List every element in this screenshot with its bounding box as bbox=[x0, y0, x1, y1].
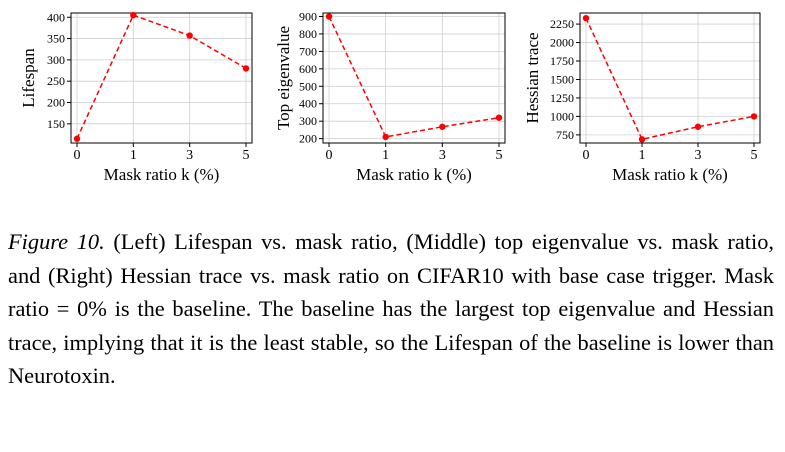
figure-caption: Figure 10. (Left) Lifespan vs. mask rati… bbox=[8, 225, 774, 393]
y-tick-label: 600 bbox=[299, 62, 317, 76]
y-tick-label: 250 bbox=[47, 74, 65, 88]
x-tick-label: 5 bbox=[496, 148, 503, 163]
y-tick-label: 1750 bbox=[550, 54, 574, 68]
x-tick-label: 1 bbox=[130, 148, 137, 163]
y-tick-label: 750 bbox=[556, 128, 574, 142]
data-point bbox=[694, 123, 702, 130]
y-tick-label: 700 bbox=[299, 44, 317, 58]
series-line bbox=[76, 14, 247, 140]
plot-frame bbox=[322, 12, 506, 144]
x-tick-label: 0 bbox=[326, 148, 333, 163]
data-point bbox=[439, 123, 446, 130]
x-tick-label: 3 bbox=[695, 148, 702, 163]
data-point bbox=[73, 135, 81, 142]
x-tick-label: 1 bbox=[639, 148, 646, 163]
y-tick-label: 300 bbox=[299, 114, 317, 128]
x-tick-label: 3 bbox=[186, 148, 193, 163]
plot-frame bbox=[70, 12, 253, 144]
chart-2: 200 300 400 500 600 700 800 900 0 1 3 5 Mask ratio k… bbox=[274, 9, 506, 184]
x-axis-label: Mask ratio k (%) bbox=[104, 165, 220, 184]
y-tick-label: 1250 bbox=[550, 91, 574, 105]
y-tick-label: 350 bbox=[47, 32, 65, 46]
x-tick-label: 0 bbox=[74, 148, 81, 163]
series-line bbox=[585, 17, 755, 141]
data-point bbox=[638, 136, 646, 143]
data-point bbox=[242, 65, 250, 72]
x-tick-label: 0 bbox=[583, 148, 590, 163]
data-point bbox=[325, 13, 333, 20]
y-tick-label: 800 bbox=[299, 27, 317, 41]
data-point bbox=[750, 113, 758, 120]
x-tick-label: 5 bbox=[751, 148, 758, 163]
data-point bbox=[130, 11, 137, 19]
chart-1: 150 200 250 300 350 400 0 1 3 5 Mask ratio k (%) Li… bbox=[19, 10, 253, 184]
x-axis-label: Mask ratio k (%) bbox=[612, 165, 728, 184]
x-tick-label: 5 bbox=[243, 148, 250, 163]
y-tick-label: 200 bbox=[299, 132, 317, 146]
y-tick-label: 2250 bbox=[550, 17, 574, 31]
series-line bbox=[328, 16, 500, 138]
y-tick-label: 900 bbox=[299, 9, 317, 23]
caption-label: Figure 10. bbox=[8, 229, 105, 254]
y-tick-label: 1000 bbox=[550, 109, 574, 123]
chart-3: 750 1000 1250 1500 1750 2000 2250 0 1 3 5 Mask rati… bbox=[523, 12, 761, 184]
y-tick-label: 300 bbox=[47, 53, 65, 67]
y-tick-label: 500 bbox=[299, 79, 317, 93]
y-tick-label: 1500 bbox=[550, 72, 574, 86]
x-axis-label: Mask ratio k (%) bbox=[356, 165, 472, 184]
y-tick-label: 400 bbox=[299, 97, 317, 111]
y-axis-label: Hessian trace bbox=[523, 32, 542, 123]
x-tick-label: 1 bbox=[382, 148, 389, 163]
y-tick-label: 150 bbox=[47, 117, 65, 131]
y-axis-label: Top eigenvalue bbox=[274, 26, 293, 130]
y-axis-label: Lifespan bbox=[19, 48, 38, 108]
plot-frame bbox=[579, 12, 761, 144]
data-point bbox=[186, 32, 193, 39]
y-tick-label: 400 bbox=[47, 10, 65, 24]
y-tick-label: 200 bbox=[47, 96, 65, 110]
x-tick-label: 3 bbox=[439, 148, 446, 163]
data-point bbox=[382, 133, 389, 141]
y-tick-label: 2000 bbox=[550, 36, 574, 50]
data-point bbox=[582, 14, 590, 22]
data-point bbox=[495, 114, 503, 121]
caption-text: (Left) Lifespan vs. mask ratio, (Middle)… bbox=[8, 229, 774, 388]
